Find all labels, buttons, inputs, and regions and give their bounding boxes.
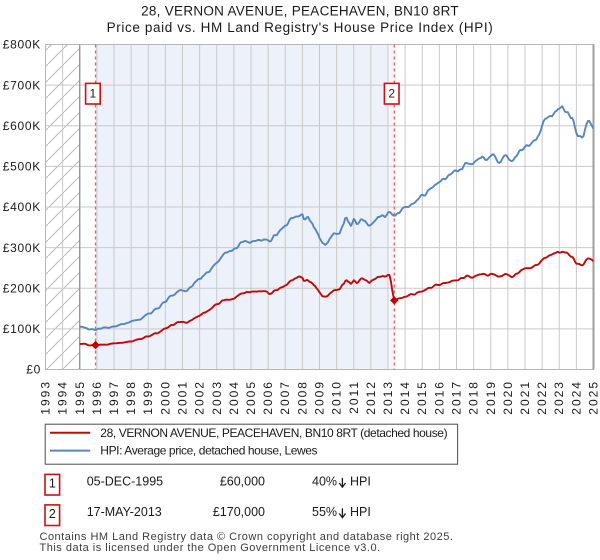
svg-text:2018: 2018 [467, 380, 481, 415]
svg-text:2007: 2007 [278, 380, 292, 415]
svg-text:2008: 2008 [295, 380, 309, 415]
svg-text:£170,000: £170,000 [213, 505, 265, 519]
svg-text:2025: 2025 [587, 380, 600, 415]
svg-text:£400K: £400K [3, 200, 41, 214]
svg-text:28, VERNON AVENUE, PEACEHAVEN,: 28, VERNON AVENUE, PEACEHAVEN, BN10 8RT … [100, 426, 447, 440]
svg-text:2: 2 [388, 87, 395, 101]
svg-text:2020: 2020 [501, 380, 515, 415]
svg-text:28, VERNON AVENUE, PEACEHAVEN,: 28, VERNON AVENUE, PEACEHAVEN, BN10 8RT [141, 4, 459, 19]
svg-text:HPI: Average price, detached h: HPI: Average price, detached house, Lewe… [100, 444, 317, 458]
svg-text:£200K: £200K [3, 281, 41, 295]
svg-text:Contains HM Land Registry data: Contains HM Land Registry data © Crown c… [40, 531, 454, 543]
svg-text:17-MAY-2013: 17-MAY-2013 [87, 505, 162, 519]
svg-text:2022: 2022 [535, 380, 549, 415]
svg-text:1993: 1993 [39, 380, 53, 415]
svg-text:05-DEC-1995: 05-DEC-1995 [87, 475, 163, 489]
svg-text:2002: 2002 [193, 380, 207, 415]
svg-text:1: 1 [90, 87, 97, 101]
svg-text:2009: 2009 [313, 380, 327, 415]
svg-text:2004: 2004 [227, 380, 241, 415]
svg-text:2005: 2005 [244, 380, 258, 415]
svg-text:£0: £0 [26, 363, 41, 377]
svg-text:2001: 2001 [176, 380, 190, 415]
svg-text:2000: 2000 [158, 380, 172, 415]
svg-text:1997: 1997 [107, 380, 121, 415]
svg-text:2013: 2013 [381, 380, 395, 415]
svg-text:55%: 55% [312, 505, 337, 519]
svg-text:1: 1 [49, 476, 56, 490]
svg-text:1996: 1996 [90, 380, 104, 415]
svg-text:£60,000: £60,000 [220, 475, 265, 489]
svg-text:2015: 2015 [415, 380, 429, 415]
svg-text:2: 2 [49, 507, 56, 521]
svg-text:2006: 2006 [261, 380, 275, 415]
svg-text:£100K: £100K [3, 322, 41, 336]
svg-text:1994: 1994 [56, 380, 70, 415]
svg-text:£600K: £600K [3, 119, 41, 133]
svg-text:2024: 2024 [569, 380, 583, 415]
svg-text:£800K: £800K [3, 38, 41, 52]
svg-text:2021: 2021 [518, 380, 532, 415]
svg-text:HPI: HPI [350, 505, 371, 519]
svg-text:1998: 1998 [124, 380, 138, 415]
svg-text:2010: 2010 [330, 380, 344, 415]
svg-text:2019: 2019 [484, 380, 498, 415]
svg-text:Price paid vs. HM Land Registr: Price paid vs. HM Land Registry's House … [107, 20, 494, 35]
svg-text:1999: 1999 [141, 380, 155, 415]
svg-text:£300K: £300K [3, 241, 41, 255]
svg-text:40%: 40% [312, 475, 337, 489]
svg-text:2023: 2023 [552, 380, 566, 415]
svg-text:£700K: £700K [3, 78, 41, 92]
svg-text:2012: 2012 [364, 380, 378, 415]
svg-text:2014: 2014 [398, 380, 412, 415]
svg-text:1995: 1995 [73, 380, 87, 415]
svg-text:£500K: £500K [3, 160, 41, 174]
svg-text:2011: 2011 [347, 380, 361, 414]
svg-text:2003: 2003 [210, 380, 224, 415]
svg-text:This data is licensed under th: This data is licensed under the Open Gov… [40, 542, 381, 554]
svg-text:2017: 2017 [450, 380, 464, 415]
svg-text:HPI: HPI [350, 475, 371, 489]
svg-text:2016: 2016 [432, 380, 446, 415]
